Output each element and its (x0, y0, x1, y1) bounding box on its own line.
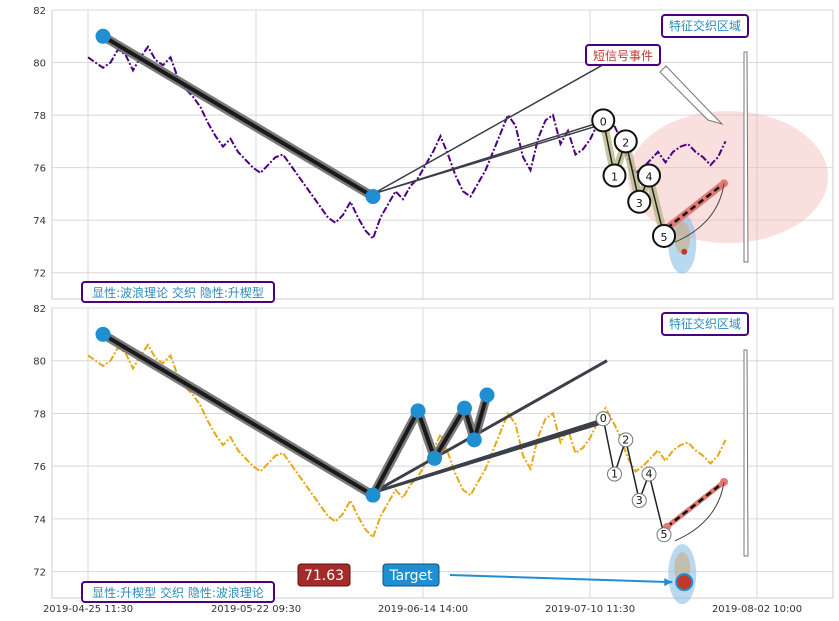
wave-point-label: 4 (646, 171, 653, 184)
y-tick-label: 80 (33, 357, 46, 368)
wave-point-label: 0 (600, 115, 607, 128)
target-arrow-head (664, 578, 673, 587)
wave-point-label: 3 (636, 494, 643, 507)
wave-point (602, 163, 627, 188)
price-label-box: 71.63 (297, 563, 351, 587)
wave-point-label: 0 (600, 412, 607, 425)
top-series (87, 44, 727, 241)
bottom-marks: 0 1 2 34 5 (95, 326, 728, 592)
y-tick-label: 82 (33, 6, 46, 17)
wave-point-label: 5 (661, 231, 668, 244)
zigzag-point (95, 28, 111, 44)
region-label-box-bottom: 特征交织区域 (661, 312, 749, 336)
wave-point (656, 527, 672, 543)
projection-arc (674, 183, 725, 243)
wedge-line (372, 419, 608, 494)
bottom-yticks: 72 74 76 78 80 82 (33, 304, 46, 579)
wave-point (637, 163, 661, 188)
pattern-label-bottom: 显性:升楔型 交织 隐性:波浪理论 (92, 585, 264, 600)
top-panel: 72 74 76 78 80 82 0 1 2 34 5 特征交织区域 短信号事件 显性:波浪理论… (33, 6, 834, 303)
wave-point (607, 466, 622, 482)
feature-region-ellipse (628, 111, 828, 243)
projection-arc (674, 481, 725, 542)
target-glow (668, 213, 697, 274)
y-tick-label: 82 (33, 304, 46, 315)
price-series-line (87, 343, 727, 540)
zigzag-point (466, 432, 482, 448)
zigzag-point (365, 189, 381, 205)
wave-point (641, 466, 657, 482)
wave-line (602, 418, 665, 535)
event-arrow-shaft (743, 51, 749, 263)
pattern-label-box-top: 显性:波浪理论 交织 隐性:升楔型 (81, 281, 275, 303)
x-tick-label: 2019-05-22 09:30 (211, 604, 301, 615)
top-marks: 0 1 2 34 5 (95, 28, 728, 255)
y-tick-label: 80 (33, 59, 46, 70)
x-tick-label: 2019-08-02 10:00 (712, 604, 802, 615)
target-point (675, 573, 694, 592)
y-tick-label: 74 (33, 515, 46, 526)
target-point (681, 248, 688, 255)
y-tick-label: 78 (33, 111, 46, 122)
zigzag-point (457, 400, 472, 416)
projection-line (666, 481, 725, 528)
zigzag-line (101, 34, 375, 199)
event-label: 短信号事件 (593, 49, 653, 63)
target-glow-inner (674, 221, 691, 254)
projection-line (666, 182, 725, 230)
wave-point-label: 1 (611, 171, 618, 184)
y-tick-label: 72 (33, 269, 46, 280)
y-tick-label: 78 (33, 409, 46, 420)
wedge-line (372, 359, 608, 494)
wave-point (613, 129, 638, 154)
pattern-label-box-bottom: 显性:升楔型 交织 隐性:波浪理论 (81, 581, 275, 603)
event-label-box: 短信号事件 (585, 44, 661, 66)
event-arrow-shaft (743, 349, 749, 557)
bottom-series (87, 343, 727, 540)
y-tick-label: 76 (33, 462, 46, 473)
top-yticks: 72 74 76 78 80 82 (33, 6, 46, 280)
bottom-xticks: 2019-04-25 11:30 2019-05-22 09:30 2019-06-… (43, 604, 802, 615)
price-series-line (87, 44, 727, 241)
bottom-panel: 72 74 76 78 80 82 2019-04-25 11:30 2019-05-22 … (33, 304, 834, 615)
x-tick-label: 2019-07-10 11:30 (545, 604, 635, 615)
wave-point (591, 108, 616, 133)
price-label: 71.63 (304, 568, 344, 584)
wave-point (631, 492, 647, 508)
wave-point (627, 189, 652, 214)
wave-point (618, 432, 634, 448)
wave-point-label: 2 (622, 136, 629, 149)
target-arrow-line (449, 574, 673, 584)
zigzag-point (95, 326, 111, 342)
wedge-line (372, 61, 608, 195)
wave-point-label: 4 (646, 468, 653, 481)
region-label-top: 特征交织区域 (669, 18, 741, 33)
zigzag-point (365, 487, 381, 503)
y-tick-label: 76 (33, 164, 46, 175)
zigzag-point (427, 450, 442, 466)
wave-point (652, 223, 676, 248)
wedge-line (372, 122, 608, 195)
top-overlay (628, 51, 828, 274)
y-tick-label: 74 (33, 216, 46, 227)
region-label-bottom: 特征交织区域 (669, 316, 741, 331)
y-tick-label: 72 (33, 568, 46, 579)
x-tick-label: 2019-04-25 11:30 (43, 604, 133, 615)
target-label-box: Target (382, 563, 440, 587)
wave-point-label: 2 (622, 433, 629, 446)
wave-point-label: 5 (661, 528, 668, 541)
wave-point-label: 1 (611, 468, 618, 481)
target-label: Target (388, 568, 433, 584)
zigzag-point (479, 387, 495, 403)
bottom-grid (52, 307, 833, 598)
region-label-box-top: 特征交织区域 (661, 14, 749, 38)
wave-point (595, 411, 611, 427)
x-tick-label: 2019-06-14 14:00 (378, 604, 468, 615)
pattern-label-top: 显性:波浪理论 交织 隐性:升楔型 (92, 285, 264, 300)
wave-point-label: 3 (636, 197, 643, 210)
zigzag-point (410, 403, 426, 419)
event-pointer-arrow (659, 65, 724, 126)
